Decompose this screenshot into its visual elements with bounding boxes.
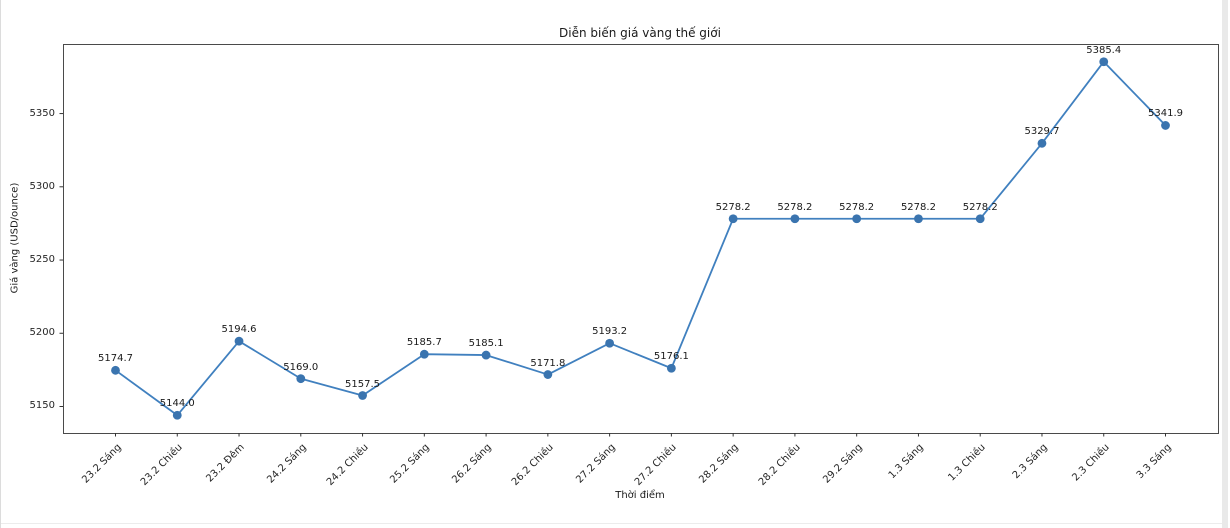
data-point xyxy=(1099,57,1109,67)
data-point-label: 5174.7 xyxy=(98,353,133,365)
window-right-edge xyxy=(1222,0,1228,528)
data-point-label: 5278.2 xyxy=(839,201,875,213)
data-point xyxy=(111,365,120,375)
data-point-label: 5157.5 xyxy=(345,378,381,390)
data-point-label: 5329.7 xyxy=(1024,126,1060,138)
data-point xyxy=(666,363,676,373)
data-point xyxy=(975,214,985,224)
window-bottom-edge xyxy=(1,523,1222,524)
data-point-label: 5185.1 xyxy=(468,338,504,350)
data-point xyxy=(358,391,367,400)
data-point xyxy=(914,214,923,224)
data-point xyxy=(419,349,429,359)
x-axis-title: Thời điểm xyxy=(615,490,665,501)
y-tick-label: 5350 xyxy=(29,107,55,119)
data-point-label: 5171.8 xyxy=(530,357,566,369)
data-point-label: 5144.0 xyxy=(159,398,195,410)
data-point-label: 5185.7 xyxy=(406,337,442,349)
data-point-label: 5278.2 xyxy=(900,201,936,213)
y-tick-label: 5250 xyxy=(29,254,55,266)
data-point xyxy=(728,214,738,224)
data-point xyxy=(605,338,615,348)
line-series xyxy=(114,60,1167,417)
data-point-label: 5278.2 xyxy=(715,201,751,213)
data-point-label: 5176.1 xyxy=(653,351,689,363)
data-point xyxy=(1161,121,1170,130)
data-point xyxy=(172,410,182,420)
data-point xyxy=(234,336,244,346)
data-point-label: 5194.6 xyxy=(221,324,257,336)
data-point-label: 5341.9 xyxy=(1148,108,1183,120)
data-point xyxy=(543,370,553,379)
data-point-label: 5278.2 xyxy=(777,201,813,213)
data-point-label: 5193.2 xyxy=(592,326,628,338)
data-point xyxy=(1037,138,1047,148)
chart-title: Diễn biến giá vàng thế giới xyxy=(559,26,721,40)
data-point-label: 5278.2 xyxy=(962,201,998,213)
y-tick-label: 5200 xyxy=(29,327,55,339)
y-tick-label: 5300 xyxy=(29,180,55,192)
data-point-label: 5385.4 xyxy=(1086,44,1122,56)
data-point xyxy=(481,350,491,360)
data-point-label: 5169.0 xyxy=(283,361,319,373)
data-point xyxy=(852,214,862,224)
y-axis-title: Giá vàng (USD/ounce) xyxy=(9,182,21,294)
plot-area xyxy=(63,44,1219,434)
data-point xyxy=(296,374,306,384)
y-tick-label: 5150 xyxy=(29,400,55,412)
data-point xyxy=(790,214,800,224)
